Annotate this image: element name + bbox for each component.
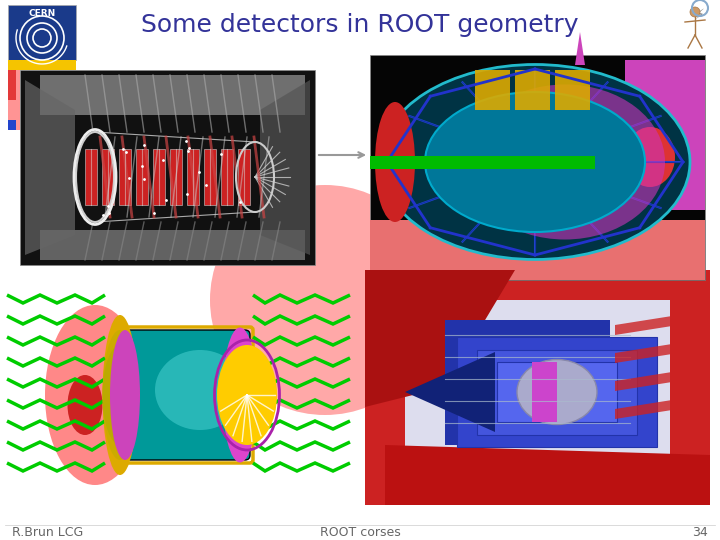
Bar: [8, 60, 76, 70]
Polygon shape: [550, 215, 595, 230]
Polygon shape: [40, 75, 305, 115]
Text: ROOT corses: ROOT corses: [320, 526, 400, 539]
Text: 34: 34: [692, 526, 708, 539]
Ellipse shape: [217, 345, 277, 445]
Bar: [119, 149, 131, 205]
Polygon shape: [370, 220, 705, 280]
Bar: [457, 337, 657, 447]
Polygon shape: [25, 80, 75, 255]
Text: ⚡: ⚡: [696, 8, 705, 22]
Ellipse shape: [45, 305, 145, 485]
Ellipse shape: [625, 127, 675, 187]
Ellipse shape: [102, 345, 138, 445]
Polygon shape: [615, 366, 710, 391]
Bar: [136, 149, 148, 205]
Polygon shape: [40, 230, 305, 260]
Bar: [532, 362, 557, 422]
Bar: [204, 149, 216, 205]
Bar: [370, 55, 705, 280]
Text: R.Brun LCG: R.Brun LCG: [12, 526, 84, 539]
Bar: [187, 149, 199, 205]
Ellipse shape: [380, 64, 690, 260]
Bar: [8, 70, 16, 100]
Polygon shape: [615, 310, 710, 335]
Bar: [475, 70, 510, 110]
FancyBboxPatch shape: [120, 330, 250, 460]
Circle shape: [690, 7, 700, 17]
Ellipse shape: [102, 330, 138, 460]
Ellipse shape: [425, 92, 645, 232]
Ellipse shape: [68, 375, 102, 435]
Ellipse shape: [465, 84, 665, 240]
Bar: [8, 5, 76, 60]
Bar: [85, 149, 97, 205]
Bar: [445, 320, 610, 445]
Ellipse shape: [595, 112, 675, 202]
Polygon shape: [260, 80, 310, 255]
Polygon shape: [385, 445, 710, 505]
Bar: [102, 149, 114, 205]
Bar: [153, 149, 165, 205]
Bar: [221, 149, 233, 205]
Polygon shape: [615, 394, 710, 419]
Polygon shape: [365, 270, 710, 505]
Bar: [20, 70, 315, 265]
Polygon shape: [405, 352, 495, 432]
Circle shape: [210, 185, 440, 415]
Bar: [370, 156, 595, 169]
Ellipse shape: [375, 102, 415, 222]
Bar: [595, 85, 705, 210]
Bar: [625, 60, 705, 110]
Ellipse shape: [222, 327, 258, 462]
Bar: [515, 70, 550, 110]
Ellipse shape: [102, 315, 138, 475]
Text: Some detectors in ROOT geometry: Some detectors in ROOT geometry: [141, 13, 579, 37]
Ellipse shape: [110, 330, 140, 460]
Polygon shape: [615, 338, 710, 363]
Bar: [405, 300, 670, 475]
Bar: [8, 120, 16, 130]
Bar: [8, 70, 20, 130]
Polygon shape: [365, 270, 515, 407]
Polygon shape: [575, 32, 585, 65]
Bar: [238, 149, 250, 205]
Bar: [477, 350, 637, 435]
Bar: [555, 70, 590, 110]
Ellipse shape: [155, 350, 245, 430]
Bar: [497, 362, 617, 422]
Ellipse shape: [517, 360, 597, 424]
Text: CERN: CERN: [28, 10, 55, 18]
Bar: [170, 149, 182, 205]
